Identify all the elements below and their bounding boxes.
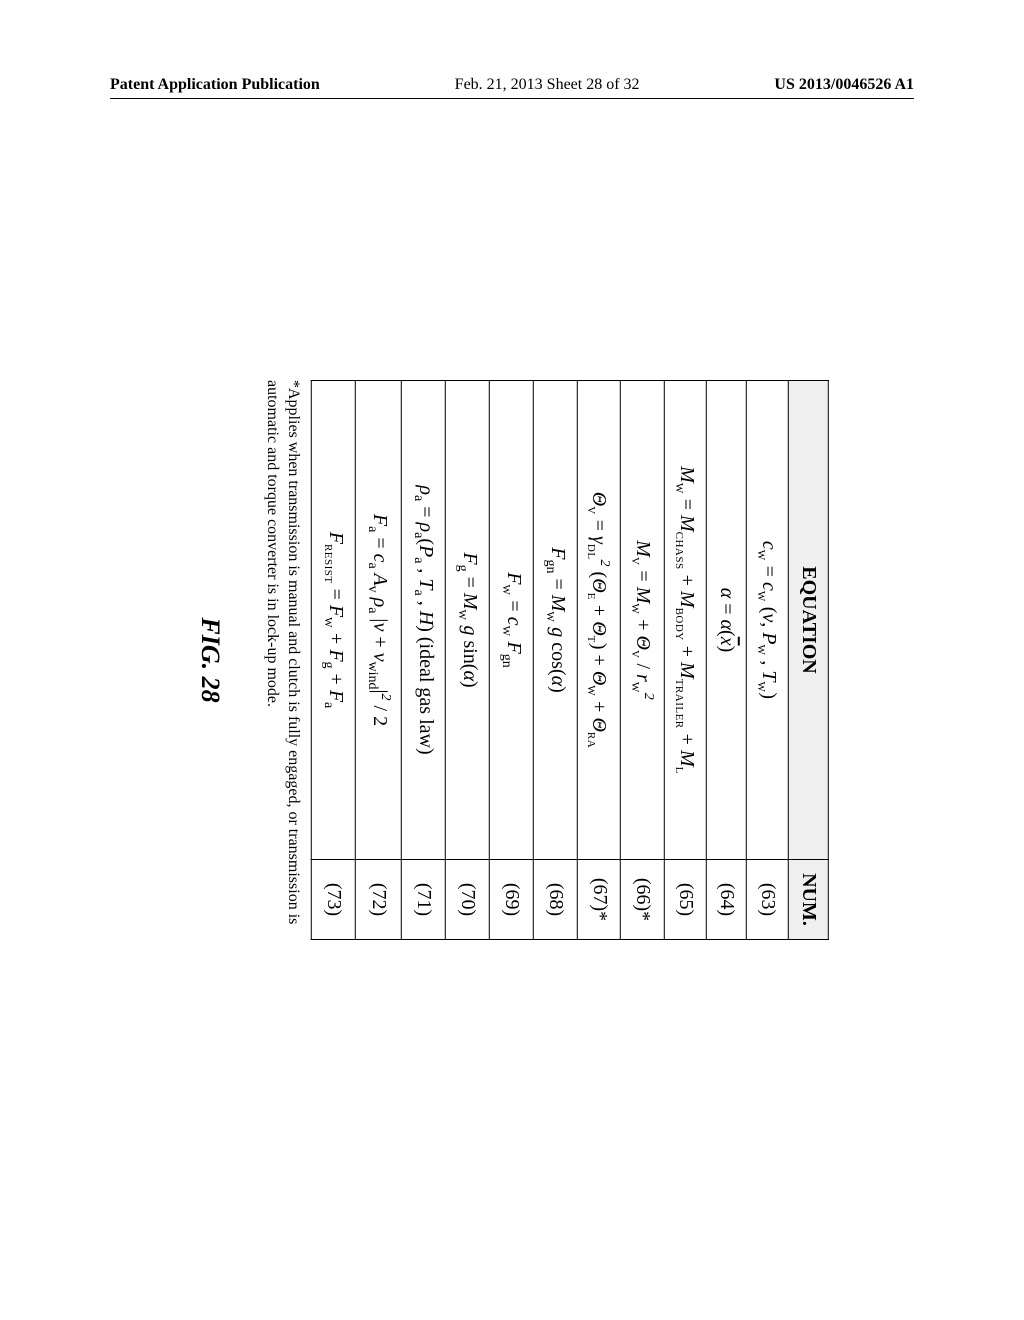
- header-center: Feb. 21, 2013 Sheet 28 of 32: [455, 76, 640, 94]
- equation-cell-72: Fa = ca Av ρa |ν + νwind|2 / 2: [355, 381, 401, 860]
- equation-cell-70: Fg = MW g sin(α): [445, 381, 489, 860]
- figure-label: FIG. 28: [195, 210, 225, 1110]
- equation-cell-63: cW = cW (ν, PW , TW): [746, 381, 788, 860]
- num-cell: (70): [445, 860, 489, 940]
- num-cell: (64): [706, 860, 746, 940]
- num-cell: (68): [533, 860, 577, 940]
- num-cell: (72): [355, 860, 401, 940]
- header-left: Patent Application Publication: [110, 76, 320, 94]
- table-header-row: EQUATION NUM.: [788, 381, 828, 940]
- table-row: MV = MW + ΘV / rW2 (66)*: [621, 381, 665, 940]
- num-cell: (66)*: [621, 860, 665, 940]
- equation-cell-71: ρa = ρa(Pa , Ta , H) (ideal gas law): [401, 381, 445, 860]
- col-header-equation: EQUATION: [788, 381, 828, 860]
- table-row: ρa = ρa(Pa , Ta , H) (ideal gas law) (71…: [401, 381, 445, 940]
- table-row: FW = cW Fgn (69): [489, 381, 533, 940]
- equation-cell-68: Fgn = MW g cos(α): [533, 381, 577, 860]
- table-row: Fg = MW g sin(α) (70): [445, 381, 489, 940]
- table-row: cW = cW (ν, PW , TW) (63): [746, 381, 788, 940]
- num-cell: (63): [746, 860, 788, 940]
- equation-cell-65: MW = MCHASS + MBODY + MTRAILER + ML: [664, 381, 706, 860]
- col-header-num: NUM.: [788, 860, 828, 940]
- num-cell: (71): [401, 860, 445, 940]
- num-cell: (69): [489, 860, 533, 940]
- table-row: FRESIST = FW + Fg + Fa (73): [311, 381, 355, 940]
- table-footnote: *Applies when transmission is manual and…: [261, 380, 303, 940]
- equation-cell-73: FRESIST = FW + Fg + Fa: [311, 381, 355, 860]
- equation-cell-69: FW = cW Fgn: [489, 381, 533, 860]
- num-cell: (73): [311, 860, 355, 940]
- table-row: Fgn = MW g cos(α) (68): [533, 381, 577, 940]
- equation-cell-67: ΘV = γDL2 (ΘE + ΘT) + ΘW + ΘRA: [577, 381, 621, 860]
- figure-content: EQUATION NUM. cW = cW (ν, PW , TW) (63) …: [195, 210, 829, 1110]
- page-header: Patent Application Publication Feb. 21, …: [110, 76, 914, 99]
- num-cell: (65): [664, 860, 706, 940]
- table-row: Fa = ca Av ρa |ν + νwind|2 / 2 (72): [355, 381, 401, 940]
- table-row: α = α(x) (64): [706, 381, 746, 940]
- table-row: ΘV = γDL2 (ΘE + ΘT) + ΘW + ΘRA (67)*: [577, 381, 621, 940]
- equation-cell-64: α = α(x): [706, 381, 746, 860]
- equation-cell-66: MV = MW + ΘV / rW2: [621, 381, 665, 860]
- num-cell: (67)*: [577, 860, 621, 940]
- equation-table: EQUATION NUM. cW = cW (ν, PW , TW) (63) …: [311, 380, 829, 940]
- header-right: US 2013/0046526 A1: [774, 76, 914, 94]
- table-row: MW = MCHASS + MBODY + MTRAILER + ML (65): [664, 381, 706, 940]
